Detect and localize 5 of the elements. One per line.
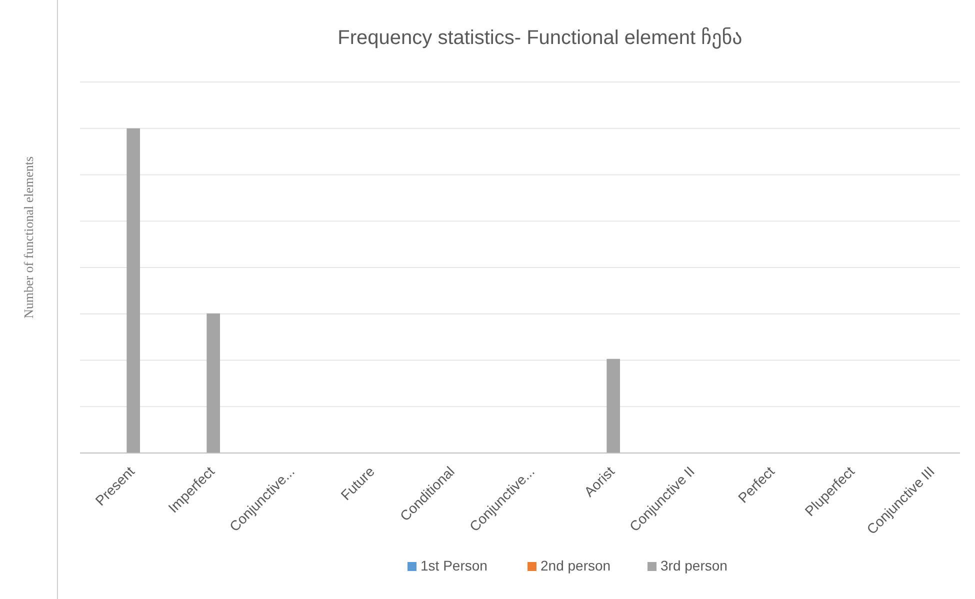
chart-title: Frequency statistics- Functional element ჩენა — [338, 27, 742, 49]
legend-label: 3rd person — [660, 558, 728, 574]
y-axis-title: Number of functional elements — [21, 156, 36, 319]
legend-label: 1st Person — [420, 558, 488, 574]
legend-label: 2nd person — [540, 558, 611, 574]
